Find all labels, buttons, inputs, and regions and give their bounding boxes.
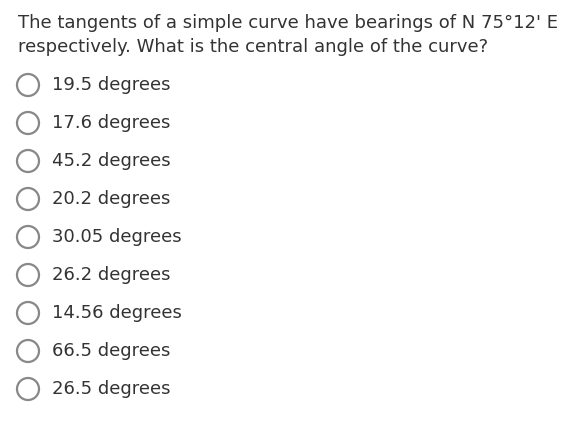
- Text: 66.5 degrees: 66.5 degrees: [52, 342, 170, 360]
- Text: 14.56 degrees: 14.56 degrees: [52, 304, 182, 322]
- Text: 17.6 degrees: 17.6 degrees: [52, 114, 170, 132]
- Text: 45.2 degrees: 45.2 degrees: [52, 152, 171, 170]
- Text: 26.2 degrees: 26.2 degrees: [52, 266, 170, 284]
- Text: 30.05 degrees: 30.05 degrees: [52, 228, 182, 246]
- Text: 20.2 degrees: 20.2 degrees: [52, 190, 170, 208]
- Text: 26.5 degrees: 26.5 degrees: [52, 380, 170, 398]
- Text: 19.5 degrees: 19.5 degrees: [52, 76, 170, 94]
- Text: respectively. What is the central angle of the curve?: respectively. What is the central angle …: [18, 38, 488, 56]
- Text: The tangents of a simple curve have bearings of N 75°12' E and S 78°36' E: The tangents of a simple curve have bear…: [18, 14, 562, 32]
